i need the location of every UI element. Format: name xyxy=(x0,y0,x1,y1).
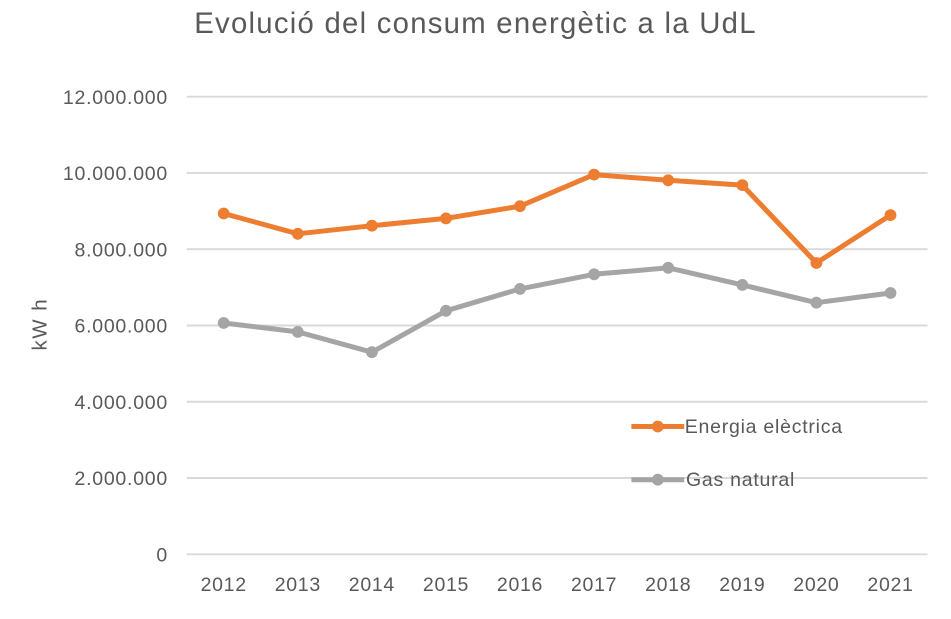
svg-text:2021: 2021 xyxy=(867,574,913,596)
svg-text:2019: 2019 xyxy=(719,574,765,596)
svg-text:2014: 2014 xyxy=(349,574,395,596)
svg-text:Evolució del consum energètic: Evolució del consum energètic a la UdL xyxy=(194,7,757,40)
svg-text:10.000.000: 10.000.000 xyxy=(63,163,168,185)
svg-text:Gas natural: Gas natural xyxy=(686,469,795,491)
svg-text:2015: 2015 xyxy=(423,574,469,596)
svg-text:2013: 2013 xyxy=(275,574,321,596)
svg-text:6.000.000: 6.000.000 xyxy=(74,316,168,338)
svg-text:2018: 2018 xyxy=(645,574,691,596)
svg-text:2017: 2017 xyxy=(571,574,617,596)
svg-text:2020: 2020 xyxy=(793,574,839,596)
svg-text:Energia elèctrica: Energia elèctrica xyxy=(685,416,843,438)
svg-text:12.000.000: 12.000.000 xyxy=(63,87,168,109)
svg-text:8.000.000: 8.000.000 xyxy=(74,239,168,261)
svg-text:4.000.000: 4.000.000 xyxy=(74,392,168,414)
svg-text:kW h: kW h xyxy=(29,298,52,351)
svg-text:2012: 2012 xyxy=(201,574,247,596)
svg-text:2016: 2016 xyxy=(497,574,543,596)
svg-text:2.000.000: 2.000.000 xyxy=(74,468,168,490)
svg-text:0: 0 xyxy=(156,544,168,566)
